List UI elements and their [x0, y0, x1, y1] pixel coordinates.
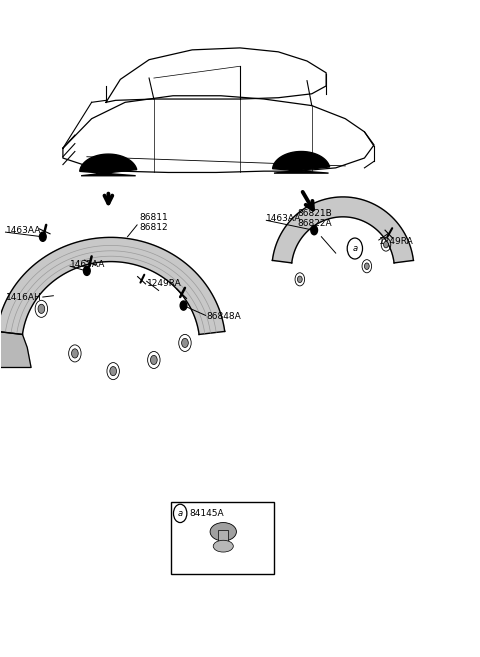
Polygon shape — [80, 154, 137, 175]
Circle shape — [311, 225, 318, 235]
Text: a: a — [352, 244, 358, 253]
Circle shape — [84, 266, 90, 275]
Circle shape — [384, 241, 388, 248]
Text: a: a — [178, 509, 183, 518]
Text: 1463AA: 1463AA — [70, 260, 106, 269]
Ellipse shape — [210, 522, 237, 541]
Text: 84145A: 84145A — [190, 509, 224, 518]
Polygon shape — [0, 331, 31, 367]
Polygon shape — [272, 197, 413, 263]
Circle shape — [72, 349, 78, 358]
Text: 86821B
86822A: 86821B 86822A — [298, 209, 332, 228]
Circle shape — [110, 367, 117, 376]
Text: 1463AA: 1463AA — [266, 214, 302, 223]
Circle shape — [298, 276, 302, 283]
Polygon shape — [63, 96, 374, 173]
Circle shape — [181, 338, 188, 348]
Circle shape — [38, 304, 45, 313]
Text: 1249RA: 1249RA — [379, 237, 414, 246]
Circle shape — [364, 263, 369, 269]
Text: 1416AH: 1416AH — [5, 292, 41, 302]
Text: 1249RA: 1249RA — [147, 279, 181, 288]
Circle shape — [180, 301, 187, 310]
Polygon shape — [0, 237, 225, 334]
Text: 86848A: 86848A — [206, 312, 241, 321]
Text: 1463AA: 1463AA — [5, 225, 41, 235]
Ellipse shape — [213, 540, 233, 552]
Polygon shape — [106, 48, 326, 102]
Circle shape — [39, 232, 46, 241]
Bar — [218, 530, 228, 545]
FancyBboxPatch shape — [170, 502, 274, 574]
Polygon shape — [273, 152, 330, 173]
Text: 86811
86812: 86811 86812 — [140, 213, 168, 232]
Circle shape — [151, 355, 157, 365]
